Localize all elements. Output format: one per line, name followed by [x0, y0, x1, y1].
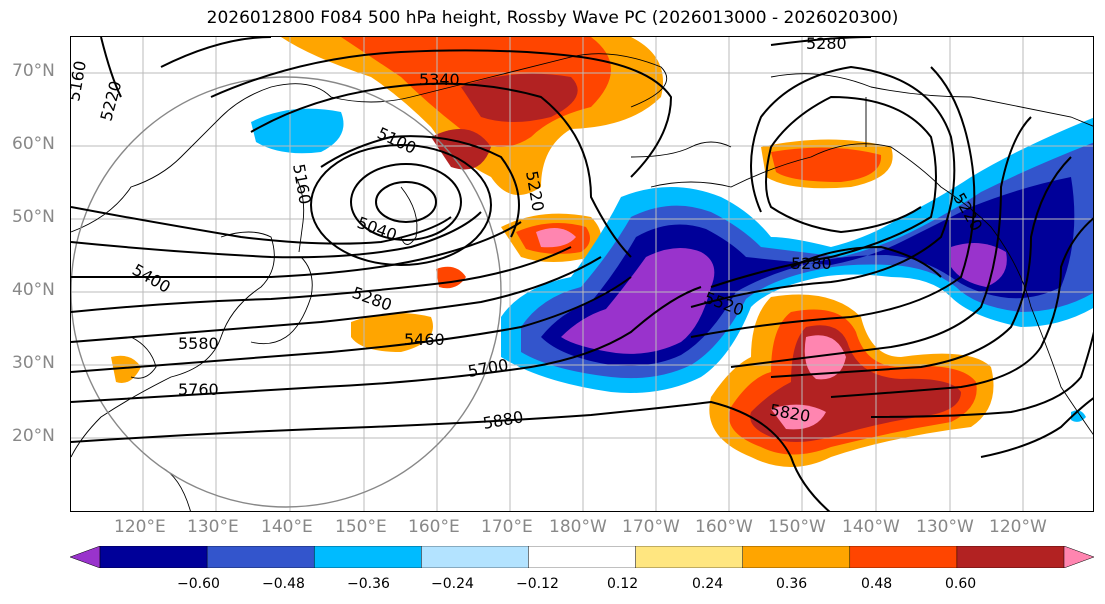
colorbar-tick: 0.48	[861, 576, 893, 592]
map-svg: 5160 5220 5340 5280 5100 5160 5220 5040 …	[71, 37, 1093, 511]
contour-label: 5280	[350, 283, 395, 315]
colorbar-cell	[956, 546, 1065, 568]
contour-label: 5460	[404, 330, 445, 349]
map-panel: 5160 5220 5340 5280 5100 5160 5220 5040 …	[70, 36, 1094, 512]
colorbar-cell	[421, 546, 530, 568]
colorbar-tick: 0.12	[607, 576, 639, 592]
lon-label: 130°E	[187, 517, 239, 537]
lon-label: 180°W	[549, 517, 607, 537]
contour-label: 5760	[178, 380, 219, 399]
lon-label: 140°E	[261, 517, 313, 537]
colorbar-cell	[849, 546, 958, 568]
colorbar-tick: −0.12	[516, 576, 559, 592]
lon-label: 120°W	[989, 517, 1047, 537]
lon-label: 170°E	[481, 517, 533, 537]
lon-label: 140°W	[842, 517, 900, 537]
contour-label: 5220	[522, 169, 548, 212]
colorbar-tick: −0.36	[347, 576, 390, 592]
colorbar-tick: −0.60	[177, 576, 220, 592]
lat-label: 60°N	[12, 134, 55, 154]
lon-label: 130°W	[916, 517, 974, 537]
colorbar-cells	[70, 546, 1094, 568]
colorbar-tick: 0.36	[776, 576, 808, 592]
range-circle	[71, 76, 502, 508]
lon-label: 150°W	[768, 517, 826, 537]
contour-label: 5700	[466, 355, 509, 381]
anomaly-shading	[111, 37, 1093, 467]
contour-label: 5160	[289, 162, 315, 205]
colorbar-tick: −0.48	[262, 576, 305, 592]
contour-label: 5100	[374, 123, 419, 157]
colorbar-cell	[1063, 546, 1094, 568]
colorbar-tick: −0.24	[431, 576, 474, 592]
colorbar	[70, 546, 1094, 568]
lat-label: 30°N	[12, 353, 55, 373]
lat-label: 20°N	[12, 426, 55, 446]
contour-label: 5400	[129, 260, 174, 297]
colorbar-tick: 0.60	[945, 576, 977, 592]
contour-label: 5160	[71, 59, 90, 102]
lon-label: 160°E	[408, 517, 460, 537]
colorbar-cell	[635, 546, 744, 568]
colorbar-tick: 0.24	[692, 576, 724, 592]
lon-label: 120°E	[114, 517, 166, 537]
colorbar-cell	[742, 546, 851, 568]
lat-label: 40°N	[12, 280, 55, 300]
colorbar-cell	[206, 546, 315, 568]
colorbar-cell	[313, 546, 423, 568]
lon-label: 150°E	[335, 517, 387, 537]
contour-label: 5340	[419, 70, 460, 89]
contour-label: 5280	[806, 37, 847, 53]
lon-label: 160°W	[695, 517, 753, 537]
lat-label: 70°N	[12, 61, 55, 81]
height-contours	[71, 37, 1093, 511]
contour-label: 5280	[791, 254, 832, 273]
map-title: 2026012800 F084 500 hPa height, Rossby W…	[206, 8, 899, 28]
lon-label: 170°W	[622, 517, 680, 537]
graticule	[71, 37, 1093, 511]
contour-label: 5220	[97, 79, 126, 123]
contour-label: 5580	[178, 334, 219, 353]
colorbar-cell	[528, 546, 637, 568]
lat-label: 50°N	[12, 207, 55, 227]
colorbar-cell	[70, 546, 101, 568]
contour-label: 5880	[481, 407, 524, 433]
contour-label: 5040	[355, 213, 400, 245]
colorbar-cell	[99, 546, 208, 568]
